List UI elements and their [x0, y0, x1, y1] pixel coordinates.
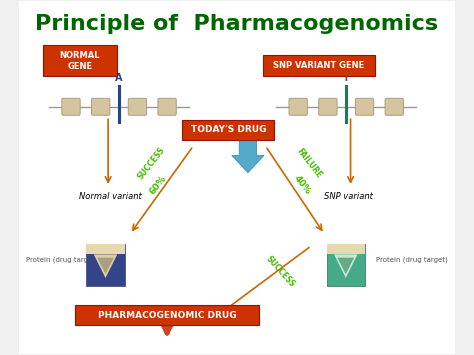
FancyBboxPatch shape [62, 98, 80, 115]
FancyBboxPatch shape [182, 120, 274, 140]
Polygon shape [86, 245, 125, 254]
Text: SNP variant: SNP variant [324, 192, 373, 201]
Text: A: A [115, 73, 123, 83]
FancyBboxPatch shape [86, 245, 125, 286]
Text: SUCCESS: SUCCESS [264, 255, 297, 289]
Polygon shape [334, 254, 357, 278]
Text: 60%: 60% [148, 173, 168, 196]
Text: PHARMACOGENOMIC DRUG: PHARMACOGENOMIC DRUG [98, 311, 237, 320]
FancyBboxPatch shape [16, 0, 458, 355]
FancyBboxPatch shape [327, 245, 365, 286]
Polygon shape [94, 254, 117, 278]
FancyBboxPatch shape [43, 45, 117, 76]
Text: Principle of  Pharmacogenomics: Principle of Pharmacogenomics [36, 14, 438, 34]
FancyBboxPatch shape [128, 98, 146, 115]
FancyBboxPatch shape [356, 98, 374, 115]
Text: T: T [343, 73, 350, 83]
FancyBboxPatch shape [263, 55, 374, 76]
Text: FAILURE: FAILURE [295, 147, 323, 180]
Text: SUCCESS: SUCCESS [137, 146, 167, 181]
FancyBboxPatch shape [319, 98, 337, 115]
Text: Protein (drug target): Protein (drug target) [27, 257, 98, 263]
Polygon shape [337, 258, 354, 274]
FancyBboxPatch shape [91, 98, 110, 115]
Polygon shape [232, 141, 264, 173]
Polygon shape [327, 245, 365, 254]
Text: NORMAL
GENE: NORMAL GENE [60, 51, 100, 71]
Text: TODAY'S DRUG: TODAY'S DRUG [191, 125, 266, 135]
Text: 40%: 40% [292, 173, 313, 196]
Polygon shape [97, 258, 114, 274]
FancyBboxPatch shape [158, 98, 176, 115]
FancyBboxPatch shape [289, 98, 307, 115]
Text: SNP VARIANT GENE: SNP VARIANT GENE [273, 61, 365, 70]
FancyBboxPatch shape [75, 305, 259, 325]
Text: Normal variant: Normal variant [79, 192, 142, 201]
Text: Protein (drug target): Protein (drug target) [376, 257, 447, 263]
FancyBboxPatch shape [385, 98, 403, 115]
